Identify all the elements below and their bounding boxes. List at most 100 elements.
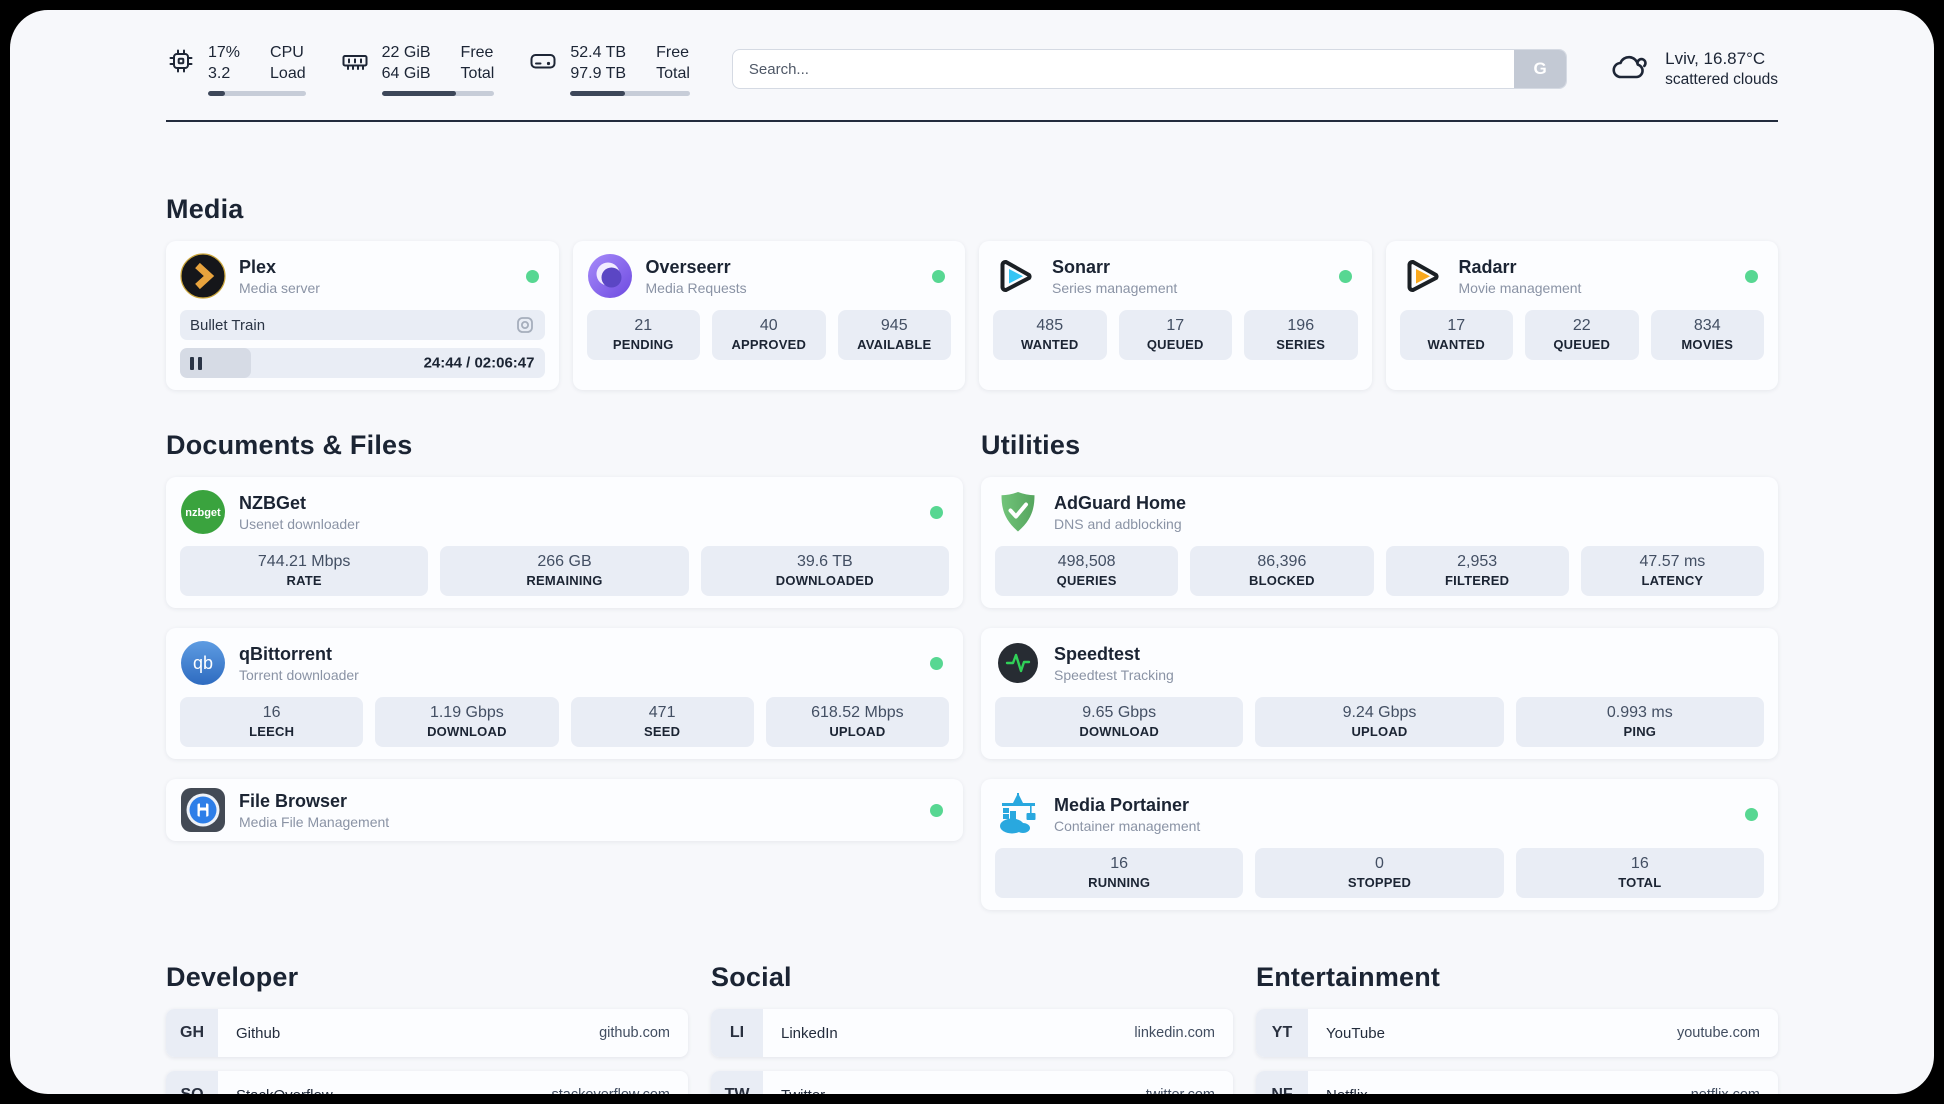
weather-location-temp: Lviv, 16.87°C [1665,49,1766,69]
entertainment-section: Entertainment YT YouTube youtube.com NF … [1256,962,1778,1094]
nzbget-card[interactable]: nzbget NZBGet Usenet downloader 744.21 M… [166,477,963,609]
link-netflix[interactable]: NF Netflix netflix.com [1256,1071,1778,1094]
filebrowser-card[interactable]: File Browser Media File Management [166,779,963,842]
adguard-icon [995,489,1041,535]
app-subtitle: Container management [1054,817,1201,834]
ram-stat: 22 GiB 64 GiB Free Total [340,42,495,97]
plex-icon [180,253,226,299]
stat-remaining: 266 GB REMAINING [440,546,689,597]
app-title: Overseerr [645,256,731,277]
media-grid: Plex Media server Bullet Train 24:44 / 0… [166,241,1778,391]
sonarr-card[interactable]: Sonarr Series management 485 WANTED 17 Q… [979,241,1372,391]
app-subtitle: Usenet downloader [239,515,360,532]
radarr-card[interactable]: Radarr Movie management 17 WANTED 22 QUE… [1385,241,1778,391]
app-title: Speedtest [1054,643,1141,664]
app-title: Media Portainer [1054,794,1190,815]
disk-values: 52.4 TB 97.9 TB [570,44,627,83]
system-stats: 17% 3.2 CPU Load [166,42,690,97]
app-title: qBittorrent [239,643,332,664]
stat-filtered: 2,953 FILTERED [1385,546,1569,597]
app-subtitle: Movie management [1458,279,1582,296]
speedtest-icon [995,640,1041,686]
stat-download: 9.65 Gbps DOWNLOAD [995,697,1244,748]
link-linkedin[interactable]: LI LinkedIn linkedin.com [711,1009,1233,1058]
stat-running: 16 RUNNING [995,848,1244,899]
stat-leech: 16 LEECH [180,697,364,748]
portainer-card[interactable]: Media Portainer Container management 16 … [981,779,1778,911]
now-playing-title: Bullet Train [190,316,266,334]
overseerr-card[interactable]: Overseerr Media Requests 21 PENDING 40 A… [572,241,965,391]
link-stackoverflow[interactable]: SO StackOverflow stackoverflow.com [166,1071,688,1094]
developer-section: Developer GH Github github.com SO StackO… [166,962,688,1094]
cpu-stat: 17% 3.2 CPU Load [166,42,306,97]
disk-progress-bar [570,91,690,97]
section-title-developer: Developer [166,962,299,993]
stat-wanted: 485 WANTED [993,310,1107,361]
app-subtitle: Series management [1052,279,1178,296]
sonarr-icon [993,253,1039,299]
now-playing-row: Bullet Train [180,310,545,341]
search-input[interactable] [731,49,1568,90]
stat-ping: 0.993 ms PING [1515,697,1764,748]
stat-queries: 498,508 QUERIES [995,546,1179,597]
search-engine-button[interactable]: G [1514,50,1567,89]
weather-widget: Lviv, 16.87°C scattered clouds [1609,49,1778,89]
stat-downloaded: 39.6 TB DOWNLOADED [700,546,949,597]
app-title: NZBGet [239,492,306,513]
status-dot [930,505,943,519]
speedtest-card[interactable]: Speedtest Speedtest Tracking 9.65 Gbps D… [981,628,1778,760]
status-dot [525,269,539,283]
playback-time: 24:44 / 02:06:47 [423,354,535,372]
status-dot [1745,269,1758,283]
stat-available: 945 AVAILABLE [837,310,951,361]
dashboard-panel: 17% 3.2 CPU Load [10,10,1934,1094]
nzbget-icon: nzbget [180,489,226,535]
stat-blocked: 86,396 BLOCKED [1190,546,1374,597]
status-dot [1338,269,1352,283]
stat-total: 16 TOTAL [1515,848,1764,899]
adguard-card[interactable]: AdGuard Home DNS and adblocking 498,508 … [981,477,1778,609]
cpu-values: 17% 3.2 [208,44,241,83]
playback-progress-bar[interactable]: 24:44 / 02:06:47 [180,348,545,379]
plex-card[interactable]: Plex Media server Bullet Train 24:44 / 0… [166,241,559,391]
stat-download: 1.19 Gbps DOWNLOAD [375,697,559,748]
qbittorrent-card[interactable]: qb qBittorrent Torrent downloader 16 LEE… [166,628,963,760]
app-title: Sonarr [1052,256,1111,277]
stat-upload: 618.52 Mbps UPLOAD [765,697,949,748]
disk-labels: Free Total [656,44,690,83]
link-twitter[interactable]: TW Twitter twitter.com [711,1071,1233,1094]
stat-queued: 17 QUEUED [1118,310,1232,361]
ram-values: 22 GiB 64 GiB [381,44,431,83]
app-subtitle: Media File Management [239,813,390,830]
status-dot [1745,807,1758,821]
disk-stat: 52.4 TB 97.9 TB Free Total [528,42,690,97]
filebrowser-icon [180,787,226,833]
app-subtitle: Speedtest Tracking [1054,666,1174,683]
stat-upload: 9.24 Gbps UPLOAD [1255,697,1504,748]
github-abbr-icon: GH [166,1009,218,1058]
stackoverflow-abbr-icon: SO [166,1071,218,1094]
ram-progress-bar [381,91,495,97]
stat-stopped: 0 STOPPED [1255,848,1504,899]
link-youtube[interactable]: YT YouTube youtube.com [1256,1009,1778,1058]
stat-movies: 834 MOVIES [1650,310,1764,361]
section-title-documents: Documents & Files [166,430,413,461]
svg-text:nzbget: nzbget [185,507,221,519]
app-subtitle: DNS and adblocking [1054,515,1182,532]
stat-latency: 47.57 ms LATENCY [1580,546,1764,597]
utilities-column: Utilities [981,430,1778,911]
social-section: Social LI LinkedIn linkedin.com TW Twitt… [711,962,1233,1094]
qbittorrent-icon: qb [180,640,226,686]
stat-wanted: 17 WANTED [1399,310,1513,361]
status-dot [932,269,945,283]
stat-pending: 21 PENDING [586,310,700,361]
status-dot [930,803,943,817]
link-github[interactable]: GH Github github.com [166,1009,688,1058]
stat-approved: 40 APPROVED [712,310,826,361]
stat-rate: 744.21 Mbps RATE [180,546,429,597]
youtube-abbr-icon: YT [1256,1009,1308,1058]
linkedin-abbr-icon: LI [711,1009,763,1058]
documents-column: Documents & Files nzbget NZBGet U [166,430,963,910]
pause-icon[interactable] [190,356,202,370]
app-subtitle: Torrent downloader [239,666,359,683]
